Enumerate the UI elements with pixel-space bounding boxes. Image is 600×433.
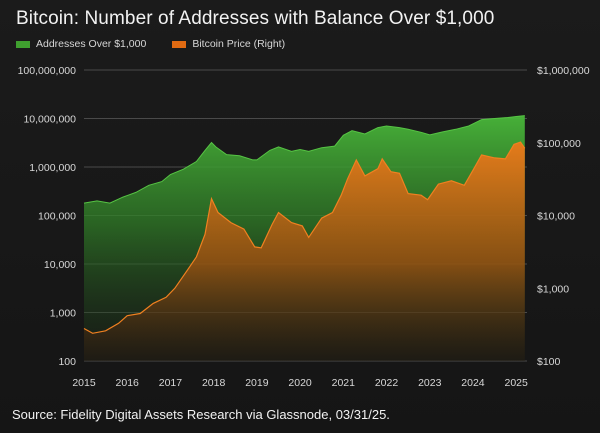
- x-tick-label: 2018: [202, 377, 226, 389]
- x-tick-label: 2023: [418, 377, 442, 389]
- chart-title: Bitcoin: Number of Addresses with Balanc…: [16, 8, 495, 29]
- legend-swatch-addresses: [16, 40, 30, 48]
- right-tick-label: $1,000: [537, 283, 569, 295]
- x-tick-label: 2021: [332, 377, 356, 389]
- legend-label-addresses: Addresses Over $1,000: [36, 38, 147, 50]
- legend-label-price: Bitcoin Price (Right): [192, 38, 286, 50]
- left-tick-label: 1,000: [50, 308, 76, 320]
- right-tick-label: $100,000: [537, 138, 581, 150]
- right-tick-label: $10,000: [537, 211, 575, 223]
- right-tick-label: $100: [537, 356, 561, 368]
- x-tick-label: 2019: [245, 377, 269, 389]
- x-tick-label: 2025: [505, 377, 529, 389]
- left-tick-label: 10,000,000: [23, 114, 76, 126]
- price-area: [84, 142, 525, 361]
- left-axis-ticks: 100,000,000 10,000,000 1,000,000 100,000 10,…: [18, 65, 77, 368]
- x-tick-label: 2022: [375, 377, 399, 389]
- right-tick-label: $1,000,000: [537, 65, 590, 77]
- left-tick-label: 100,000: [38, 211, 76, 223]
- x-tick-label: 2017: [159, 377, 183, 389]
- left-tick-label: 1,000,000: [29, 162, 76, 174]
- left-tick-label: 100,000,000: [18, 65, 77, 77]
- legend-item-addresses: Addresses Over $1,000: [16, 38, 146, 50]
- x-tick-label: 2015: [72, 377, 96, 389]
- left-tick-label: 10,000: [44, 259, 76, 271]
- legend-item-price: Bitcoin Price (Right): [172, 38, 285, 50]
- left-tick-label: 100: [58, 356, 76, 368]
- x-tick-label: 2016: [116, 377, 140, 389]
- legend: Addresses Over $1,000 Bitcoin Price (Rig…: [16, 38, 285, 50]
- series-areas: [83, 115, 526, 361]
- price-line: [83, 141, 526, 334]
- x-tick-label: 2024: [461, 377, 485, 389]
- x-tick-label: 2020: [288, 377, 312, 389]
- addresses-line: [83, 115, 525, 204]
- source-note: Source: Fidelity Digital Assets Research…: [12, 407, 390, 422]
- legend-swatch-price: [172, 40, 187, 48]
- x-axis-ticks: 2015 2016 2017 2018 2019 2020 2021 2022 2023 2024…: [72, 377, 528, 389]
- right-axis-ticks: $1,000,000 $100,000 $10,000 $1,000 $100: [537, 65, 590, 368]
